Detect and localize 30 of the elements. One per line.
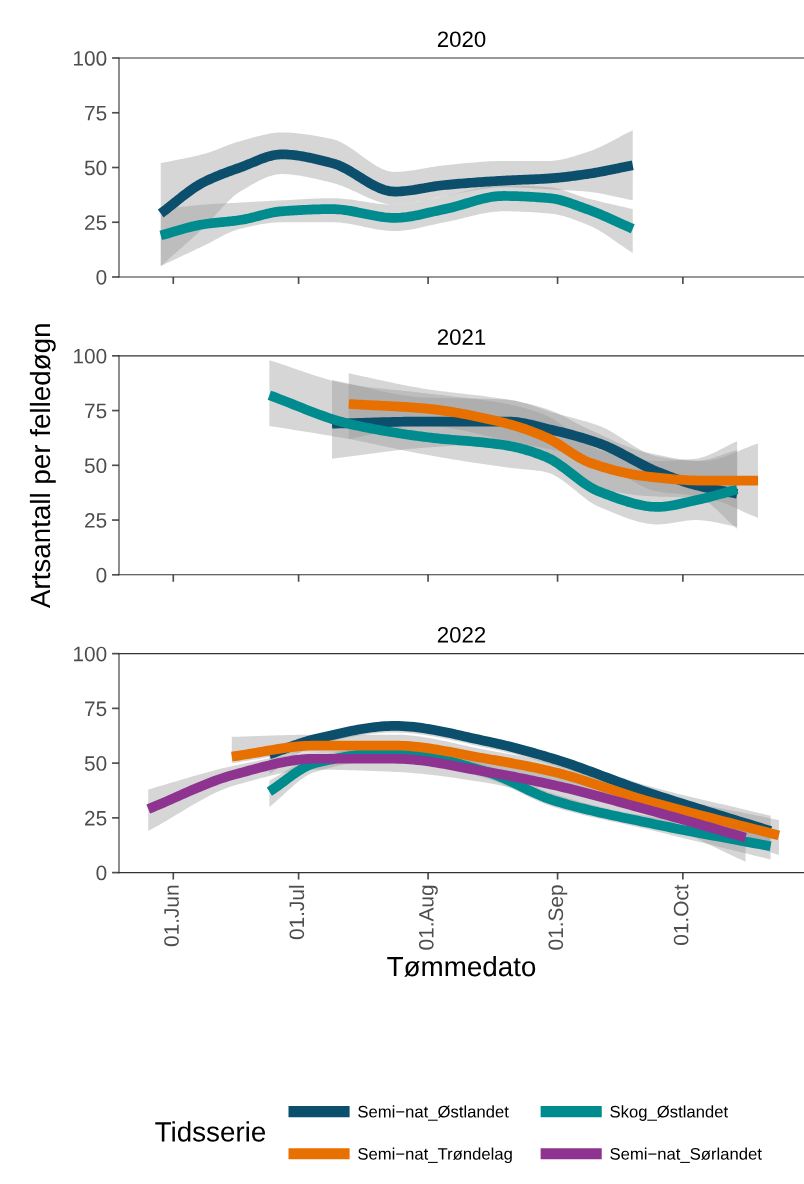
x-tick-label: 01.Sep	[548, 885, 568, 950]
y-tick-label: 0	[96, 567, 107, 583]
x-axis-title: Tømmedato	[387, 955, 536, 977]
legend-label: Skog_Østlandet	[610, 1105, 728, 1121]
legend-label: Semi−nat_Østlandet	[358, 1105, 509, 1121]
chart-title: 2022	[437, 627, 486, 643]
y-tick-label: 75	[85, 701, 107, 717]
y-tick-label: 50	[84, 160, 107, 176]
y-tick-label: 75	[85, 403, 107, 419]
y-tick-label: 0	[96, 269, 107, 285]
legend-title: Tidsserie	[155, 1121, 266, 1142]
y-tick-label: 50	[84, 458, 107, 474]
x-tick-label: 01.Oct	[673, 884, 689, 945]
y-tick-label: 25	[85, 513, 107, 528]
legend-label: Semi−nat_Sørlandet	[610, 1147, 762, 1163]
x-tick-label: 01.Aug	[418, 885, 438, 950]
y-tick-label: 25	[85, 810, 107, 826]
y-tick-label: 75	[85, 105, 107, 121]
chart-title: 2021	[437, 329, 486, 345]
x-tick-label: 01.Jul	[288, 885, 305, 940]
chart-title: 2020	[437, 31, 486, 48]
y-tick-label: 100	[74, 348, 107, 364]
y-tick-label: 50	[84, 756, 107, 771]
y-axis-title: Artsantall per felledøgn	[29, 324, 56, 609]
x-tick-label: 01.Jun	[164, 885, 179, 947]
legend-label: Semi−nat_Trøndelag	[358, 1147, 512, 1164]
y-tick-label: 25	[85, 215, 107, 230]
y-tick-label: 100	[74, 646, 107, 662]
y-tick-label: 100	[74, 51, 107, 66]
y-tick-label: 0	[96, 865, 107, 881]
